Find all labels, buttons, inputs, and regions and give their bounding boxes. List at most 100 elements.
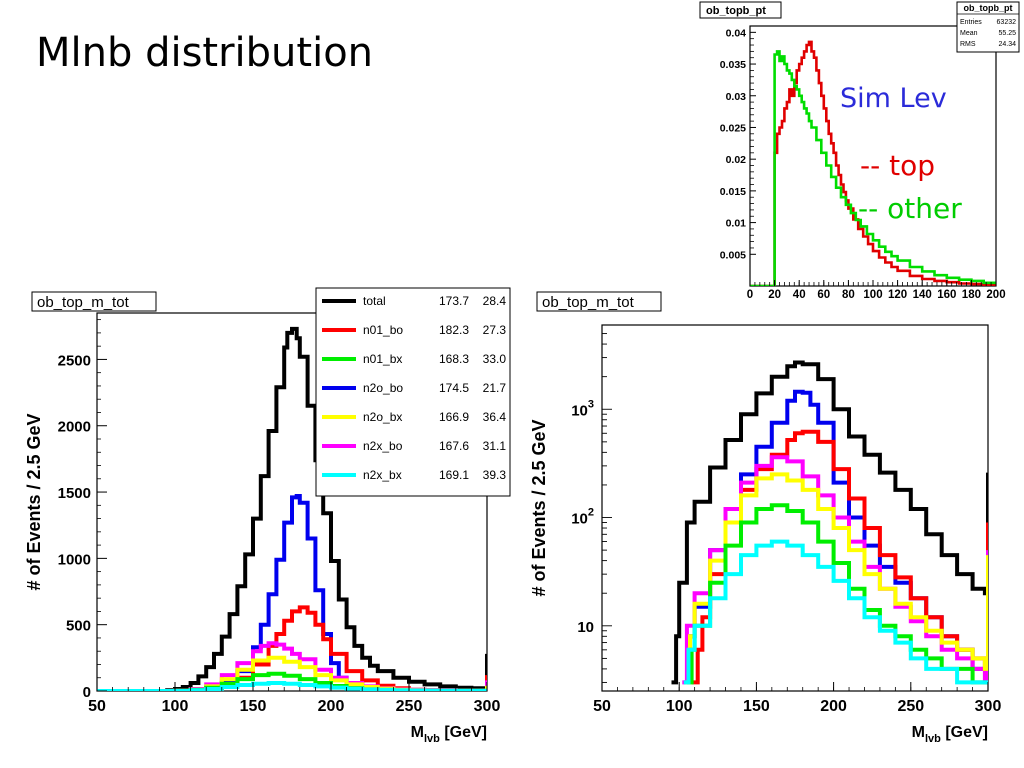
- x-tick-label: 20: [768, 289, 781, 301]
- y-axis-label: # of Events / 2.5 GeV: [529, 419, 549, 596]
- y-tick-label: 1500: [58, 485, 91, 502]
- y-tick-base: 10: [571, 511, 588, 528]
- series-line-7: [683, 539, 988, 685]
- legend-label: n01_bo: [363, 323, 403, 337]
- y-tick-label: 0.02: [726, 154, 747, 166]
- legend-rms: 27.3: [483, 323, 507, 337]
- stats-value: 63232: [997, 19, 1017, 26]
- legend-label: total: [363, 294, 386, 308]
- y-tick-label: 0: [83, 684, 91, 701]
- annotation-2: -- top: [860, 149, 935, 182]
- legend-rms: 28.4: [483, 294, 507, 308]
- x-tick-label: 200: [986, 289, 1005, 301]
- y-tick-label: 103: [571, 398, 594, 419]
- series-group: [750, 40, 996, 286]
- stats-value: 55.25: [998, 30, 1016, 37]
- chart-2: 50 100 150 200 250 300 0 500 1000 1500 2000 2500 ob_…: [24, 287, 511, 745]
- x-tick-label: 200: [820, 698, 847, 715]
- series-line-1: [97, 326, 487, 691]
- series-group: [671, 360, 988, 685]
- plot-frame: [749, 25, 997, 287]
- x-tick-label: 80: [842, 289, 855, 301]
- x-tick-label: 140: [913, 289, 932, 301]
- x-tick-label: 100: [863, 289, 882, 301]
- legend-mean: 167.6: [439, 439, 469, 453]
- legend-mean: 168.3: [439, 352, 469, 366]
- y-tick-base: 10: [571, 402, 588, 419]
- y-tick-label: 0.015: [720, 186, 746, 198]
- y-tick-label: 2000: [58, 419, 91, 436]
- legend-mean: 174.5: [439, 381, 469, 395]
- histogram-name: ob_top_m_tot: [37, 294, 130, 311]
- legend-rms: 36.4: [483, 410, 507, 424]
- x-tick-label: 150: [743, 698, 770, 715]
- y-tick-exponent: 2: [588, 507, 594, 519]
- x-tick-label: 50: [593, 698, 611, 715]
- legend-box: [315, 287, 511, 497]
- x-axis-label-main: M: [912, 724, 925, 741]
- legend-rms: 21.7: [483, 381, 507, 395]
- x-tick-label: 160: [937, 289, 956, 301]
- x-tick-label: 250: [396, 698, 423, 715]
- x-tick-label: 50: [88, 698, 106, 715]
- legend-label: n01_bx: [363, 352, 402, 366]
- y-tick-label: 0.025: [720, 122, 746, 134]
- y-axis-label: # of Events / 2.5 GeV: [24, 413, 44, 590]
- annotation-1: Sim Lev: [840, 83, 947, 114]
- x-tick-label: 250: [897, 698, 924, 715]
- x-tick-label: 100: [666, 698, 693, 715]
- x-axis-label-unit: [GeV]: [941, 724, 988, 741]
- stats-label: RMS: [960, 41, 976, 48]
- x-tick-label: 100: [162, 698, 189, 715]
- y-tick-label: 2500: [58, 352, 91, 369]
- y-tick-label: 0.03: [726, 91, 747, 103]
- histogram-name-box: [536, 291, 662, 312]
- chart-1: 0 20 40 60 80 100 120 140 160 180 200 0.005 0.01 0.01…: [699, 1, 1020, 301]
- legend-rms: 33.0: [483, 352, 507, 366]
- legend-rms: 31.1: [483, 439, 507, 453]
- x-tick-label: 120: [888, 289, 907, 301]
- y-tick-label: 0.04: [726, 27, 747, 39]
- series-line-1: [750, 40, 996, 286]
- y-tick-label: 10: [577, 619, 594, 636]
- x-tick-label: 200: [318, 698, 345, 715]
- histogram-name: ob_topb_pt: [706, 5, 766, 17]
- slide-title: Mlnb distribution: [36, 30, 374, 76]
- y-tick-label: 0.035: [720, 59, 746, 71]
- y-tick-label: 0.01: [726, 218, 747, 230]
- x-tick-label: 60: [817, 289, 830, 301]
- histogram-name-box: [699, 1, 782, 19]
- stats-title: ob_topb_pt: [964, 3, 1013, 13]
- y-tick-label: 500: [66, 618, 91, 635]
- x-tick-label: 0: [747, 289, 753, 301]
- legend-mean: 166.9: [439, 410, 469, 424]
- histogram-name-box: [31, 291, 157, 312]
- y-tick-label: 102: [571, 507, 594, 528]
- stats-label: Entries: [960, 19, 982, 26]
- series-line-2: [750, 50, 996, 286]
- x-axis-label-sub: lvb: [925, 733, 941, 745]
- x-tick-label: 40: [793, 289, 806, 301]
- legend-mean: 169.1: [439, 468, 469, 482]
- y-tick-base: 10: [577, 619, 594, 636]
- x-axis-label-main: M: [411, 724, 424, 741]
- y-tick-exponent: 3: [588, 398, 594, 410]
- legend-label: n2o_bx: [363, 410, 402, 424]
- legend-rms: 39.3: [483, 468, 507, 482]
- stats-box: [956, 1, 1020, 53]
- legend-mean: 173.7: [439, 294, 469, 308]
- legend-label: n2x_bo: [363, 439, 403, 453]
- x-tick-label: 300: [474, 698, 501, 715]
- x-axis-label: Mlvb [GeV]: [912, 724, 988, 745]
- legend-label: n2o_bo: [363, 381, 403, 395]
- series-line-1: [671, 360, 988, 685]
- y-tick-label: 0.005: [720, 249, 746, 261]
- y-tick-label: 1000: [58, 551, 91, 568]
- stats-value: 24.34: [998, 41, 1016, 48]
- x-tick-label: 180: [962, 289, 981, 301]
- legend-mean: 182.3: [439, 323, 469, 337]
- histogram-name: ob_top_m_tot: [542, 294, 635, 311]
- x-axis-label: Mlvb [GeV]: [411, 724, 487, 745]
